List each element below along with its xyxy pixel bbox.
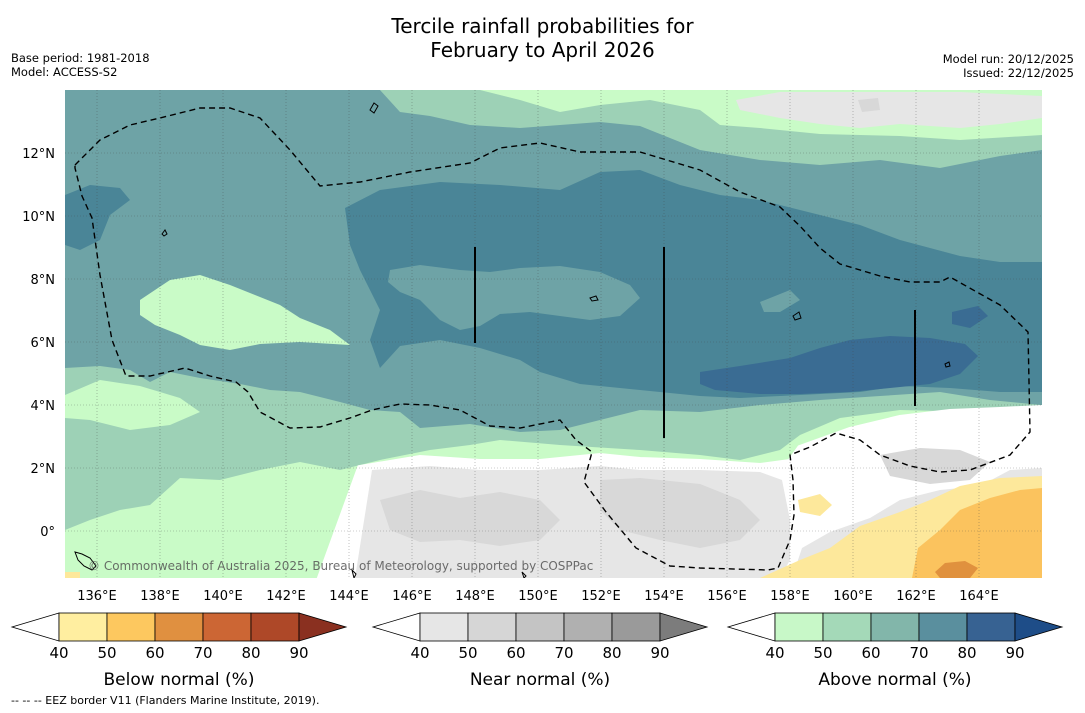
lon-label: 164°E (959, 589, 999, 604)
lon-label: 152°E (581, 589, 621, 604)
island-guam (369, 102, 379, 114)
title-line-1: Tercile rainfall probabilities for (391, 14, 694, 38)
colorbar-label-near: Near normal (%) (470, 670, 610, 690)
above-60-patch-east (760, 290, 800, 312)
colorbar-over-arrow (1014, 612, 1064, 642)
lon-label: 162°E (896, 589, 936, 604)
model-run-text: Model run: 20/12/2025 (942, 52, 1074, 66)
island-pohnpei (792, 311, 802, 321)
colorbar-swatch (563, 612, 613, 642)
colorbar-near: 40 50 60 70 80 90 Near normal (%) (371, 612, 709, 690)
colorbar-label-above: Above normal (%) (818, 670, 971, 690)
above-40-patch-west (140, 275, 350, 350)
colorbar-swatch (918, 612, 968, 642)
lon-label: 140°E (203, 589, 243, 604)
lat-label: 6°N (31, 336, 56, 351)
colorbar-tick: 50 (813, 644, 832, 662)
colorbar-under-arrow (10, 612, 60, 642)
colorbar-swatch (250, 612, 300, 642)
island-chuuk (589, 295, 599, 302)
lat-label: 0° (40, 525, 55, 540)
model-text: Model: ACCESS-S2 (11, 65, 118, 79)
colorbar-label-below: Below normal (%) (104, 670, 255, 690)
colorbar-tick: 80 (957, 644, 976, 662)
lon-label: 136°E (77, 589, 117, 604)
colorbar-tick: 80 (241, 644, 260, 662)
base-period-text: Base period: 1981-2018 (11, 51, 150, 65)
colorbar-tick: 60 (506, 644, 525, 662)
above-40-patch-sw (65, 380, 200, 430)
above-60-patch-central (388, 265, 640, 330)
lon-label: 160°E (833, 589, 873, 604)
colorbar-tick: 40 (410, 644, 429, 662)
colorbar-under-arrow (371, 612, 421, 642)
island-yap (161, 229, 168, 237)
lat-label: 4°N (31, 399, 56, 414)
lon-label: 142°E (266, 589, 306, 604)
map-field (65, 90, 1042, 578)
colorbar-tick: 60 (145, 644, 164, 662)
lat-label: 12°N (22, 147, 55, 162)
islands (74, 102, 951, 578)
colorbar-swatch (467, 612, 517, 642)
island-new-ireland (521, 571, 527, 578)
colorbar-tick: 70 (193, 644, 212, 662)
lon-label: 156°E (707, 589, 747, 604)
colorbar-tick: 90 (1005, 644, 1024, 662)
colorbar-over-arrow (659, 612, 709, 642)
colorbar-swatch (611, 612, 661, 642)
colorbar-tick: 40 (765, 644, 784, 662)
island-kosrae (944, 361, 951, 368)
colorbar-swatch (202, 612, 252, 642)
colorbar-swatch (774, 612, 824, 642)
colorbar-swatch (515, 612, 565, 642)
eez-legend-footer: -- -- -- EEZ border V11 (Flanders Marine… (11, 694, 320, 707)
colorbar-swatch (870, 612, 920, 642)
meta-left: Base period: 1981-2018 Model: ACCESS-S2 (11, 51, 150, 79)
colorbar-tick: 80 (602, 644, 621, 662)
island-manus (351, 568, 357, 578)
colorbar-over-arrow (298, 612, 348, 642)
colorbar-below: 40 50 60 70 80 90 Below normal (%) (10, 612, 348, 690)
lon-label: 146°E (392, 589, 432, 604)
colorbar-tick: 50 (97, 644, 116, 662)
colorbar-above: 40 50 60 70 80 90 Above normal (%) (726, 612, 1064, 690)
lon-label: 158°E (770, 589, 810, 604)
colorbar-swatch (154, 612, 204, 642)
meta-right: Model run: 20/12/2025 Issued: 22/12/2025 (943, 52, 1074, 80)
latitude-labels: 12°N 10°N 8°N 6°N 4°N 2°N 0° (22, 147, 55, 540)
copyright-text: © Commonwealth of Australia 2025, Bureau… (88, 559, 593, 573)
below-70-region (935, 561, 978, 578)
lon-label: 138°E (140, 589, 180, 604)
longitude-labels: 136°E 138°E 140°E 142°E 144°E 146°E 148°… (77, 589, 999, 604)
lat-label: 8°N (31, 273, 56, 288)
colorbar-tick: 50 (458, 644, 477, 662)
colorbar-tick: 70 (909, 644, 928, 662)
lon-label: 148°E (455, 589, 495, 604)
lon-label: 150°E (518, 589, 558, 604)
colorbar-swatch (106, 612, 156, 642)
island-new-guinea (74, 551, 97, 571)
chart-title: Tercile rainfall probabilities for Febru… (0, 14, 1085, 62)
title-line-2: February to April 2026 (430, 38, 655, 62)
colorbar-tick: 60 (861, 644, 880, 662)
colorbar-swatch (966, 612, 1016, 642)
near-50-region (380, 98, 990, 548)
colorbar-under-arrow (726, 612, 776, 642)
below-60-region (912, 488, 1042, 578)
colorbar-tick: 90 (289, 644, 308, 662)
colorbar-tick: 90 (650, 644, 669, 662)
colorbar-tick: 70 (554, 644, 573, 662)
colorbar-swatch (822, 612, 872, 642)
lon-label: 154°E (644, 589, 684, 604)
lat-label: 2°N (31, 462, 56, 477)
colorbar-tick: 40 (49, 644, 68, 662)
colorbar-swatch (58, 612, 108, 642)
colorbar-swatch (419, 612, 469, 642)
lon-label: 144°E (329, 589, 369, 604)
lat-label: 10°N (22, 210, 55, 225)
issued-text: Issued: 22/12/2025 (963, 66, 1074, 80)
